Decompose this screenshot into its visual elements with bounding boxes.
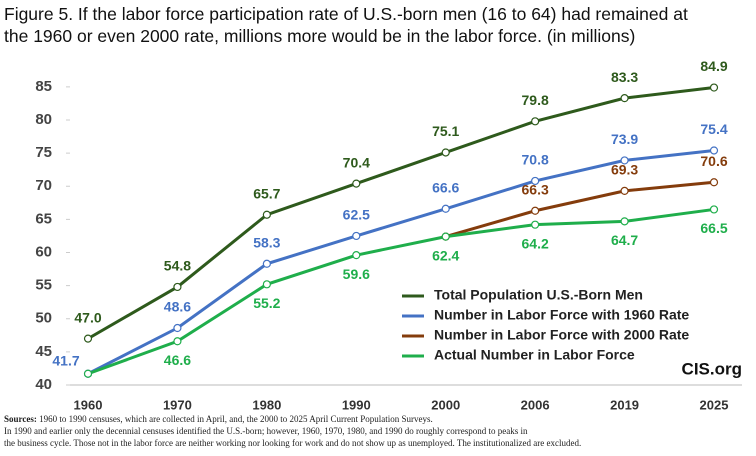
legend-label: Total Population U.S.-Born Men bbox=[434, 287, 643, 303]
data-point bbox=[531, 176, 540, 186]
data-point bbox=[352, 251, 361, 260]
data-label: 64.2 bbox=[522, 235, 549, 251]
data-label: 75.4 bbox=[700, 121, 727, 137]
source-text: 1960 to 1990 censuses, which are collect… bbox=[39, 414, 433, 424]
title-line: Figure 5. If the labor force participati… bbox=[4, 4, 688, 24]
x-tick-label: 1970 bbox=[163, 397, 192, 412]
data-label: 66.6 bbox=[432, 179, 459, 195]
data-label: 70.8 bbox=[522, 152, 549, 168]
x-tick-label: 2019 bbox=[610, 397, 639, 412]
data-point bbox=[83, 369, 93, 378]
y-tick-label: 80 bbox=[35, 111, 52, 128]
data-label: 70.6 bbox=[700, 153, 727, 169]
y-tick-label: 65 bbox=[35, 210, 52, 227]
data-point bbox=[531, 220, 540, 229]
data-point bbox=[262, 280, 271, 289]
data-label: 47.0 bbox=[74, 309, 101, 325]
title-line: the 1960 or even 2000 rate, millions mor… bbox=[4, 26, 636, 46]
data-point bbox=[620, 94, 629, 103]
data-point bbox=[620, 156, 629, 165]
series-line bbox=[87, 86, 715, 340]
x-tick-label: 1990 bbox=[342, 397, 371, 412]
x-tick-label: 2000 bbox=[431, 397, 460, 412]
data-point bbox=[441, 148, 450, 157]
data-point bbox=[709, 83, 719, 92]
y-tick-label: 45 bbox=[35, 343, 52, 360]
data-label: 79.8 bbox=[522, 92, 549, 108]
data-label: 65.7 bbox=[253, 185, 280, 201]
data-label: 41.7 bbox=[52, 352, 79, 368]
x-tick-label: 1960 bbox=[74, 397, 103, 412]
data-point bbox=[441, 204, 450, 213]
data-point bbox=[531, 117, 540, 126]
data-label: 64.7 bbox=[611, 232, 638, 248]
data-point bbox=[262, 210, 271, 219]
y-tick-label: 60 bbox=[35, 243, 52, 260]
data-label: 55.2 bbox=[253, 295, 280, 311]
x-tick-label: 1980 bbox=[252, 397, 281, 412]
data-label: 70.4 bbox=[343, 154, 370, 170]
data-point bbox=[83, 334, 93, 343]
series-line bbox=[445, 180, 715, 239]
data-label: 84.9 bbox=[700, 58, 727, 74]
note-line: In 1990 and earlier only the decennial c… bbox=[4, 426, 528, 436]
data-label: 48.6 bbox=[164, 299, 191, 315]
legend-label: Number in Labor Force with 1960 Rate bbox=[434, 307, 689, 323]
y-tick-label: 50 bbox=[35, 310, 52, 327]
data-label: 75.1 bbox=[432, 123, 459, 139]
source-label: Sources: bbox=[4, 414, 37, 424]
data-point bbox=[352, 231, 361, 241]
data-point bbox=[709, 178, 719, 187]
series-line bbox=[87, 148, 715, 376]
data-point bbox=[531, 206, 540, 215]
data-label: 73.9 bbox=[611, 131, 638, 147]
x-tick-label: 2006 bbox=[521, 397, 550, 412]
y-tick-label: 70 bbox=[35, 177, 52, 194]
chart-title: Figure 5. If the labor force participati… bbox=[4, 3, 688, 47]
y-tick-label: 55 bbox=[35, 277, 52, 294]
data-label: 54.8 bbox=[164, 258, 191, 274]
x-tick-label: 2025 bbox=[700, 397, 729, 412]
legend-label: Actual Number in Labor Force bbox=[434, 347, 635, 363]
data-point bbox=[173, 282, 182, 292]
y-tick-label: 40 bbox=[35, 376, 52, 393]
data-point bbox=[620, 186, 629, 195]
data-label: 58.3 bbox=[253, 234, 280, 250]
data-point bbox=[352, 179, 361, 188]
data-point bbox=[441, 232, 450, 241]
data-label: 69.3 bbox=[611, 162, 638, 178]
series-line bbox=[87, 207, 715, 376]
data-label: 83.3 bbox=[611, 69, 638, 85]
data-point bbox=[709, 205, 719, 214]
data-point bbox=[262, 259, 271, 268]
y-tick-label: 75 bbox=[35, 144, 52, 161]
data-point bbox=[620, 217, 629, 226]
data-label: 66.3 bbox=[522, 181, 549, 197]
data-label: 59.6 bbox=[343, 266, 370, 282]
legend-label: Number in Labor Force with 2000 Rate bbox=[434, 327, 689, 343]
data-label: 66.5 bbox=[700, 220, 727, 236]
data-point bbox=[173, 337, 182, 346]
data-label: 62.4 bbox=[432, 247, 459, 263]
y-tick-label: 85 bbox=[35, 78, 52, 95]
data-point bbox=[173, 323, 182, 333]
note-line: the business cycle. Those not in the lab… bbox=[4, 438, 582, 448]
data-label: 46.6 bbox=[164, 352, 191, 368]
data-point bbox=[709, 146, 719, 155]
data-label: 62.5 bbox=[343, 207, 370, 223]
source-line: Sources: 1960 to 1990 censuses, which ar… bbox=[4, 414, 433, 424]
watermark: CIS.org bbox=[682, 359, 742, 378]
